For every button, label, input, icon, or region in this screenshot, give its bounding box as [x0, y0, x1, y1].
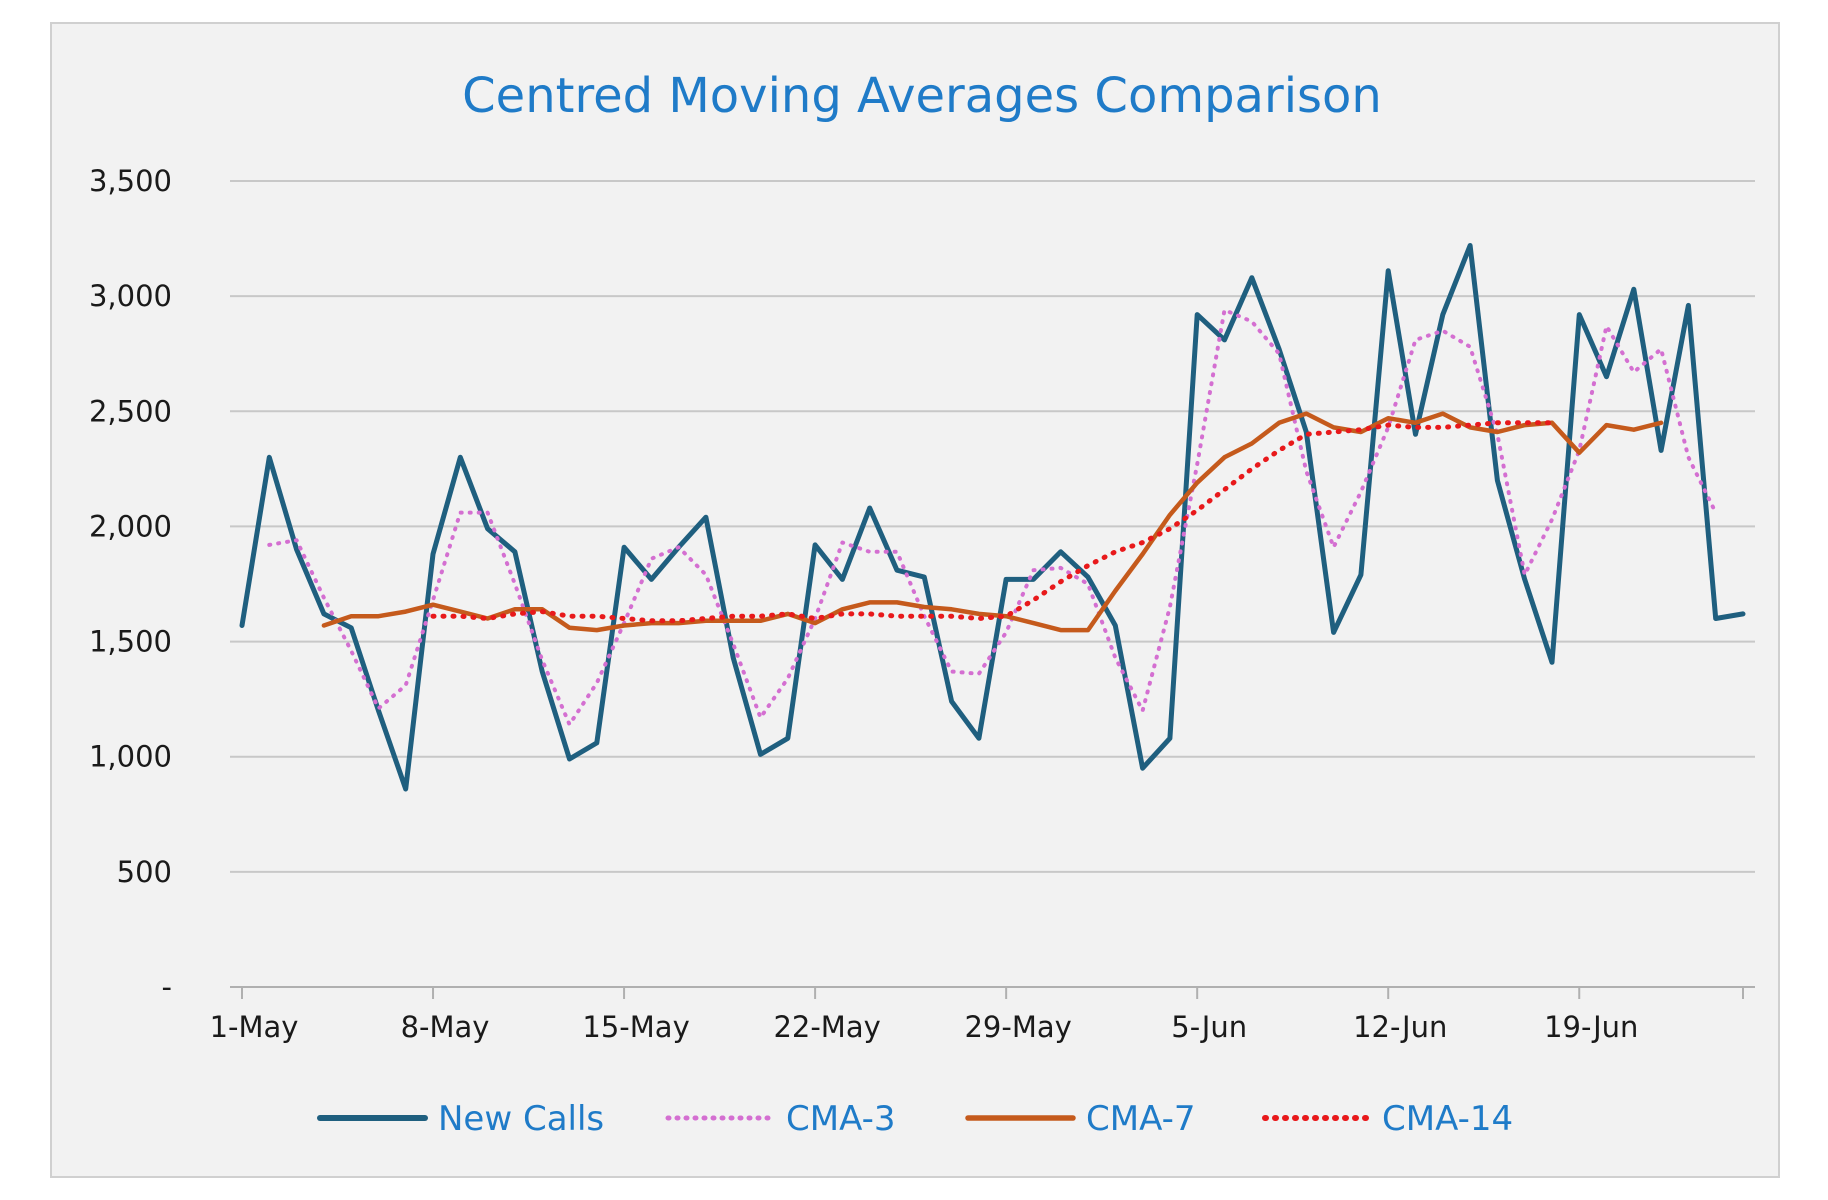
y-tick-label: 3,500 [89, 164, 172, 198]
x-tick-label: 8-May [401, 1010, 490, 1044]
x-tick-label: 5-Jun [1171, 1010, 1247, 1044]
x-tick-label: 1-May [210, 1010, 299, 1044]
axes: - 500 1,000 1,500 2,000 2,500 3,000 3,500 1-May 8… [89, 164, 1755, 1044]
series-line-cma-3 [267, 308, 1718, 727]
legend-label: CMA-7 [1086, 1099, 1196, 1139]
series-line-cma-14 [430, 420, 1555, 624]
y-tick-label: - [162, 970, 172, 1004]
legend-label: CMA-14 [1382, 1099, 1513, 1139]
y-tick-label: 1,500 [89, 625, 172, 659]
series-line-new-calls [239, 243, 1746, 792]
x-tick-label: 15-May [582, 1010, 689, 1044]
x-tick-label: 29-May [964, 1010, 1071, 1044]
y-tick-label: 2,000 [89, 509, 172, 543]
series-lines [239, 243, 1746, 792]
legend: New Calls CMA-3 CMA-7 CMA-14 [317, 1099, 1513, 1139]
chart-title: Centred Moving Averages Comparison [462, 68, 1382, 124]
y-tick-label: 500 [117, 855, 172, 889]
y-tick-label: 3,000 [89, 279, 172, 313]
series-line-cma-7 [321, 411, 1664, 633]
x-tick-label: 19-Jun [1544, 1010, 1638, 1044]
legend-label: New Calls [438, 1099, 604, 1139]
legend-label: CMA-3 [786, 1099, 896, 1139]
chart-frame [50, 22, 1780, 1178]
y-tick-label: 2,500 [89, 394, 172, 428]
x-tick-label: 22-May [773, 1010, 880, 1044]
x-tick-label: 12-Jun [1353, 1010, 1447, 1044]
gridlines [230, 180, 1755, 873]
y-tick-label: 1,000 [89, 740, 172, 774]
